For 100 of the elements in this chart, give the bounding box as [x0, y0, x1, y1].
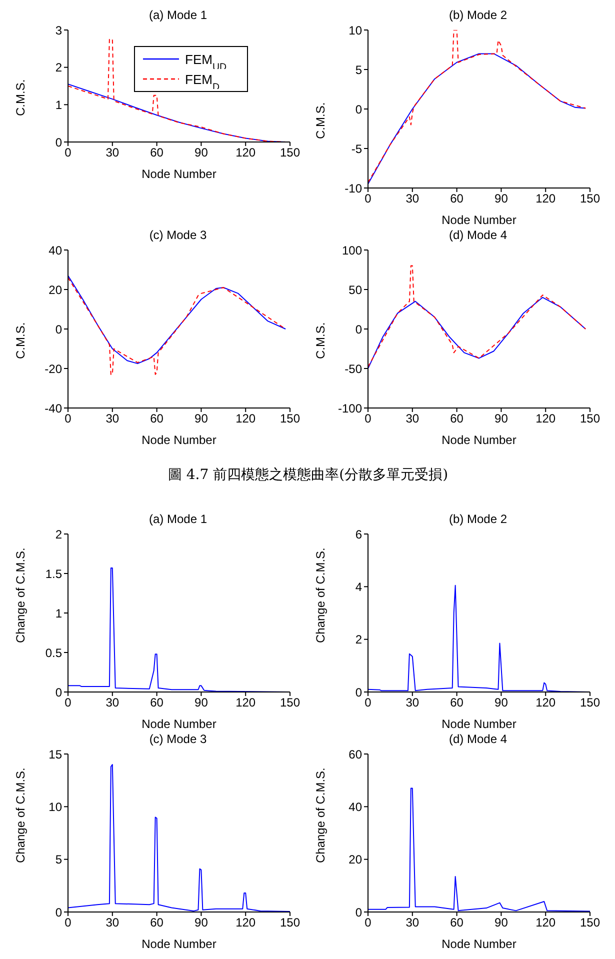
y-tick-label: 5: [355, 62, 362, 77]
x-axis-title: Node Number: [142, 937, 216, 951]
x-tick-label: 60: [450, 412, 464, 426]
x-tick-label: 120: [536, 192, 556, 206]
x-tick-label: 30: [406, 412, 420, 426]
y-tick-label: 2: [55, 527, 62, 542]
x-tick-label: 0: [64, 916, 72, 930]
x-tick-label: 30: [406, 696, 420, 710]
y-axis-title: C.M.S.: [313, 102, 328, 139]
x-tick-label: 60: [150, 146, 164, 160]
y-tick-label: 40: [348, 800, 362, 814]
x-tick-label: 0: [364, 192, 372, 206]
x-tick-label: 150: [280, 916, 300, 930]
x-tick-label: 0: [364, 412, 372, 426]
y-tick-label: 6: [355, 527, 362, 542]
x-tick-label: 30: [406, 916, 420, 930]
y-tick-label: 10: [48, 800, 62, 814]
x-tick-label: 0: [364, 916, 372, 930]
x-tick-label: 120: [536, 916, 556, 930]
x-axis-title: Node Number: [142, 717, 216, 731]
y-axis-title: C.M.S.: [13, 322, 28, 359]
y-tick-label: 0: [355, 102, 362, 116]
y-tick-label: 20: [48, 282, 62, 297]
y-tick-label: 50: [348, 282, 362, 297]
x-axis-title: Node Number: [142, 433, 216, 447]
y-tick-label: -100: [338, 401, 362, 416]
x-tick-label: 120: [236, 412, 256, 426]
x-tick-label: 60: [150, 916, 164, 930]
line-series: [368, 265, 586, 368]
y-tick-label: 60: [348, 747, 362, 762]
x-tick-label: 120: [536, 696, 556, 710]
line-series: [368, 53, 586, 185]
x-tick-label: 150: [580, 192, 600, 206]
x-tick-label: 30: [106, 146, 120, 160]
y-tick-label: 0: [55, 905, 62, 920]
y-tick-label: 20: [348, 852, 362, 867]
x-tick-label: 90: [494, 696, 508, 710]
y-axis-title: Change of C.M.S.: [13, 548, 28, 643]
x-tick-label: 90: [494, 192, 508, 206]
x-tick-label: 90: [194, 916, 208, 930]
x-tick-label: 0: [64, 696, 72, 710]
x-tick-label: 60: [450, 696, 464, 710]
x-tick-label: 0: [364, 696, 372, 710]
y-tick-label: -5: [351, 142, 362, 156]
x-tick-label: 150: [280, 696, 300, 710]
y-axis-title: C.M.S.: [313, 322, 328, 359]
y-tick-label: 1.5: [45, 566, 62, 581]
x-tick-label: 90: [194, 146, 208, 160]
x-tick-label: 60: [450, 192, 464, 206]
x-tick-label: 60: [150, 412, 164, 426]
x-tick-label: 30: [106, 412, 120, 426]
y-tick-label: 3: [55, 23, 62, 38]
line-series: [368, 296, 586, 369]
x-tick-label: 120: [236, 916, 256, 930]
x-tick-label: 30: [406, 192, 420, 206]
x-tick-label: 30: [106, 696, 120, 710]
y-tick-label: 10: [348, 23, 362, 38]
y-tick-label: 2: [355, 632, 362, 647]
chart-title: (c) Mode 3: [148, 732, 208, 748]
chart-title: (b) Mode 2: [448, 8, 508, 24]
y-tick-label: 4: [355, 580, 362, 594]
y-tick-label: 0: [55, 135, 62, 150]
y-tick-label: 0.5: [45, 646, 62, 660]
chart-title: (d) Mode 4: [448, 228, 508, 244]
line-series: [368, 30, 586, 183]
y-tick-label: -40: [44, 401, 62, 416]
x-tick-label: 150: [280, 146, 300, 160]
x-tick-label: 90: [494, 412, 508, 426]
y-tick-label: 15: [48, 747, 62, 762]
x-tick-label: 90: [194, 412, 208, 426]
x-tick-label: 120: [236, 146, 256, 160]
y-tick-label: 5: [55, 852, 62, 867]
y-tick-label: 1: [55, 606, 62, 620]
y-tick-label: -50: [344, 362, 362, 376]
x-tick-label: 60: [150, 696, 164, 710]
chart-title: (b) Mode 2: [448, 512, 508, 528]
chart-title: (d) Mode 4: [448, 732, 508, 748]
x-axis-title: Node Number: [442, 717, 516, 731]
y-axis-title: Change of C.M.S.: [13, 768, 28, 863]
y-tick-label: -10: [344, 181, 362, 196]
x-axis-title: Node Number: [442, 433, 516, 447]
x-tick-label: 150: [280, 412, 300, 426]
chart-title: (c) Mode 3: [148, 228, 208, 244]
x-axis-title: Node Number: [442, 937, 516, 951]
y-tick-label: 40: [48, 243, 62, 258]
y-tick-label: -20: [44, 362, 62, 376]
y-axis-title: Change of C.M.S.: [313, 768, 328, 863]
x-tick-label: 150: [580, 916, 600, 930]
x-tick-label: 90: [194, 696, 208, 710]
y-tick-label: 2: [55, 60, 62, 75]
y-axis-title: C.M.S.: [13, 79, 28, 116]
caption: 圖 4.7 前四模態之模態曲率(分散多單元受損): [166, 466, 450, 484]
y-tick-label: 0: [55, 685, 62, 700]
x-tick-label: 0: [64, 412, 72, 426]
x-tick-label: 120: [236, 696, 256, 710]
y-tick-label: 0: [355, 685, 362, 700]
x-tick-label: 120: [536, 412, 556, 426]
y-tick-label: 1: [55, 98, 62, 112]
y-tick-label: 0: [55, 322, 62, 336]
x-tick-label: 150: [580, 696, 600, 710]
